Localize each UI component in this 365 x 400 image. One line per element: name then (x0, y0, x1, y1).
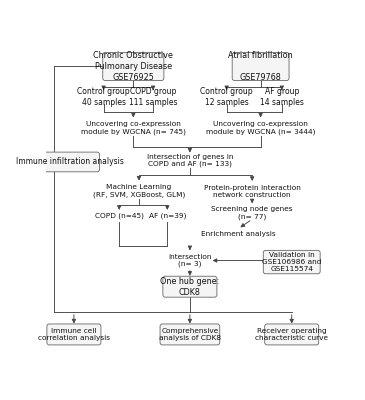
Text: Machine Learning
(RF, SVM, XGBoost, GLM): Machine Learning (RF, SVM, XGBoost, GLM) (93, 184, 185, 198)
Text: COPD group
111 samples: COPD group 111 samples (129, 88, 177, 107)
Text: Control group
12 samples: Control group 12 samples (200, 88, 253, 107)
Text: Intersection of genes in
COPD and AF (n= 133): Intersection of genes in COPD and AF (n=… (147, 154, 233, 167)
Text: Immune cell
correlation analysis: Immune cell correlation analysis (38, 328, 110, 341)
FancyBboxPatch shape (47, 324, 101, 345)
Text: Atrial fibrillation

GSE79768: Atrial fibrillation GSE79768 (228, 51, 293, 82)
Text: Uncovering co-expression
module by WGCNA (n= 3444): Uncovering co-expression module by WGCNA… (206, 121, 315, 135)
Text: One hub gene:
CDK8: One hub gene: CDK8 (160, 277, 219, 296)
FancyBboxPatch shape (40, 152, 100, 172)
Text: Enrichment analysis: Enrichment analysis (201, 231, 275, 237)
Text: COPD (n=45): COPD (n=45) (95, 213, 144, 219)
Text: Uncovering co-expression
module by WGCNA (n= 745): Uncovering co-expression module by WGCNA… (81, 121, 186, 135)
FancyBboxPatch shape (160, 324, 220, 345)
Text: AF (n=39): AF (n=39) (149, 213, 186, 219)
Text: Chronic Obstructive
Pulmonary Disease
GSE76925: Chronic Obstructive Pulmonary Disease GS… (93, 51, 173, 82)
FancyBboxPatch shape (103, 52, 164, 80)
Text: AF group
14 samples: AF group 14 samples (260, 88, 304, 107)
Text: Intersection
(n= 3): Intersection (n= 3) (168, 254, 212, 267)
Text: Comprehensive
analysis of CDK8: Comprehensive analysis of CDK8 (159, 328, 221, 341)
Text: Validation in
GSE106986 and
GSE115574: Validation in GSE106986 and GSE115574 (262, 252, 322, 272)
FancyBboxPatch shape (163, 276, 217, 297)
FancyBboxPatch shape (265, 324, 319, 345)
Text: Control group
40 samples: Control group 40 samples (77, 88, 130, 107)
Text: Receiver operating
characteristic curve: Receiver operating characteristic curve (255, 328, 328, 341)
Text: Protein-protein interaction
network construction: Protein-protein interaction network cons… (204, 184, 300, 198)
FancyBboxPatch shape (232, 52, 289, 80)
FancyBboxPatch shape (263, 250, 320, 274)
Text: Immune infiltration analysis: Immune infiltration analysis (16, 158, 124, 166)
Text: Screening node genes
(n= 77): Screening node genes (n= 77) (211, 206, 293, 220)
